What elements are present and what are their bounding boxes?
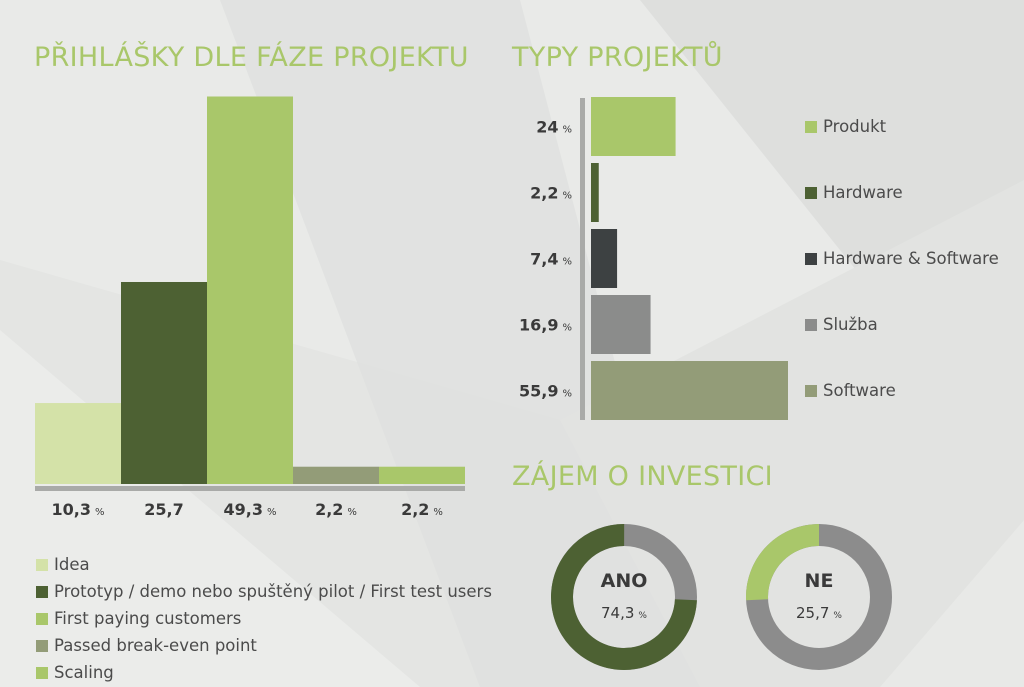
donut-ne-label: NE bbox=[805, 570, 834, 592]
legend-swatch bbox=[36, 612, 48, 625]
types-legend-item: Hardware bbox=[805, 180, 903, 206]
investment-chart-title: ZÁJEM O INVESTICI bbox=[512, 461, 773, 492]
types-chart-title: TYPY PROJEKTŮ bbox=[512, 42, 723, 73]
phase-legend-item: Scaling bbox=[36, 659, 492, 686]
phase-legend-item: First paying customers bbox=[36, 605, 492, 632]
legend-label: Software bbox=[823, 381, 896, 400]
phase-value-label-3: 49,3% bbox=[224, 500, 277, 519]
legend-label: Idea bbox=[54, 555, 90, 574]
phase-bar-3 bbox=[207, 96, 293, 484]
types-value-label-3: 7,4% bbox=[530, 250, 572, 269]
types-legend-item: Produkt bbox=[805, 114, 886, 140]
types-value-label-5: 55,9% bbox=[519, 382, 572, 401]
legend-swatch bbox=[36, 639, 48, 652]
legend-swatch bbox=[805, 384, 817, 397]
types-legend-item: Software bbox=[805, 378, 896, 404]
donut-ano-segment bbox=[551, 524, 697, 670]
legend-swatch bbox=[36, 666, 48, 679]
legend-label: Služba bbox=[823, 315, 878, 334]
phase-bar-4 bbox=[293, 466, 379, 484]
donut-ne-segment bbox=[746, 524, 892, 670]
phase-legend-item: Idea bbox=[36, 551, 492, 578]
legend-label: Passed break-even point bbox=[54, 636, 257, 655]
legend-swatch bbox=[805, 120, 817, 133]
legend-label: Produkt bbox=[823, 117, 887, 136]
phase-value-label-2: 25,7 bbox=[144, 500, 183, 519]
legend-swatch bbox=[805, 318, 817, 331]
legend-label: Hardware bbox=[823, 183, 903, 202]
types-bar-1 bbox=[591, 97, 676, 156]
donut-ne-value: 25,7% bbox=[796, 604, 842, 622]
phase-legend: Idea Prototyp / demo nebo spuštěný pilot … bbox=[36, 551, 492, 686]
legend-swatch bbox=[805, 252, 817, 265]
types-value-label-4: 16,9% bbox=[519, 316, 572, 335]
legend-label: First paying customers bbox=[54, 609, 242, 628]
types-bar-4 bbox=[591, 295, 651, 354]
types-bar-5 bbox=[591, 361, 788, 420]
legend-label: Prototyp / demo nebo spuštěný pilot / Fi… bbox=[54, 582, 492, 601]
legend-swatch bbox=[805, 186, 817, 199]
types-bar-2 bbox=[591, 163, 599, 222]
phase-bar-2 bbox=[121, 281, 207, 484]
phase-bar-5 bbox=[379, 466, 465, 484]
phase-baseline bbox=[35, 486, 465, 491]
legend-label: Scaling bbox=[54, 663, 114, 682]
phase-value-label-4: 2,2% bbox=[315, 500, 357, 519]
phase-bar-1 bbox=[35, 403, 121, 484]
types-legend-item: Služba bbox=[805, 312, 878, 338]
types-value-label-1: 24% bbox=[536, 118, 572, 137]
phase-legend-item: Passed break-even point bbox=[36, 632, 492, 659]
types-bar-3 bbox=[591, 229, 618, 288]
types-legend-item: Hardware & Software bbox=[805, 246, 999, 272]
phase-value-label-1: 10,3% bbox=[52, 500, 105, 519]
legend-swatch bbox=[36, 558, 48, 571]
legend-swatch bbox=[36, 585, 48, 598]
donut-ano-value: 74,3% bbox=[601, 604, 647, 622]
legend-label: Hardware & Software bbox=[823, 249, 999, 268]
phase-legend-item: Prototyp / demo nebo spuštěný pilot / Fi… bbox=[36, 578, 492, 605]
phase-chart-title: PŘIHLÁŠKY DLE FÁZE PROJEKTU bbox=[34, 42, 469, 73]
donut-ano-label: ANO bbox=[601, 570, 648, 592]
types-axis bbox=[580, 98, 585, 420]
phase-value-label-5: 2,2% bbox=[401, 500, 443, 519]
types-value-label-2: 2,2% bbox=[530, 184, 572, 203]
